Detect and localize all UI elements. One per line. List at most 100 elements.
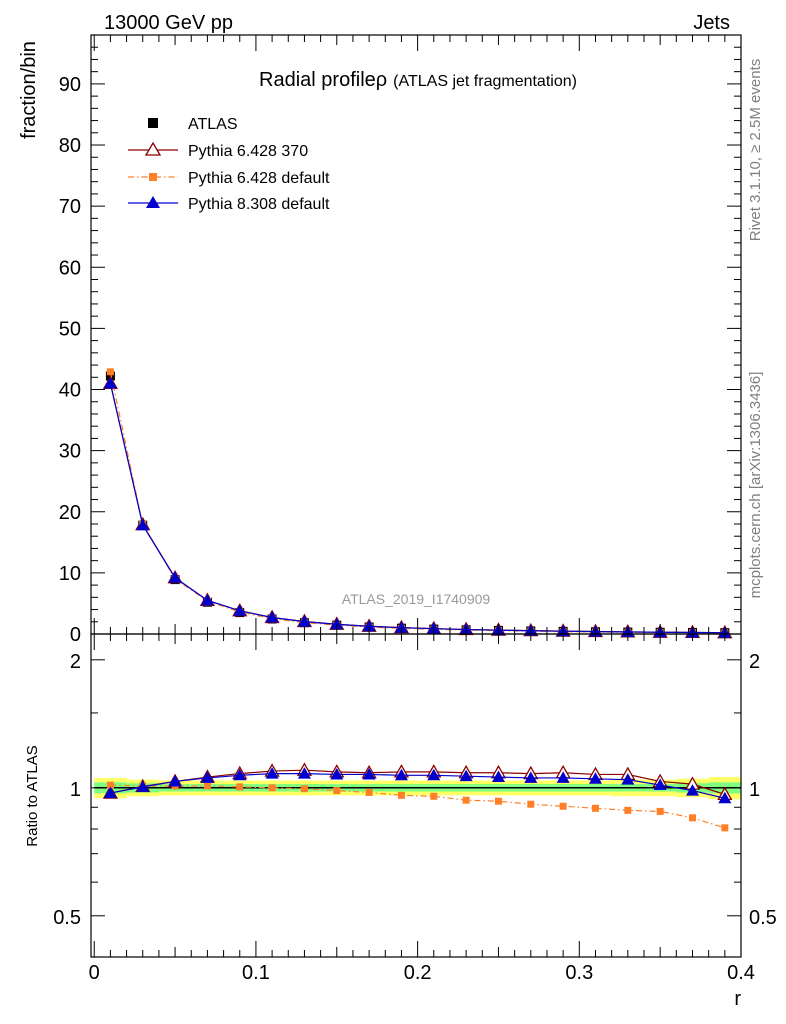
y-tick-label: 20 bbox=[59, 502, 81, 524]
ratio-point-p8 bbox=[168, 774, 182, 787]
series-point-p8 bbox=[394, 621, 408, 633]
y-tick-label: 60 bbox=[59, 257, 81, 279]
x-tick-label: 0.3 bbox=[565, 962, 593, 984]
ratio-point-p6-default bbox=[688, 814, 696, 822]
ratio-tick-label: 0.5 bbox=[53, 907, 81, 929]
ratio-tick-label: 2 bbox=[70, 651, 81, 673]
series-point-p8 bbox=[136, 518, 150, 531]
x-tick-label: 0 bbox=[89, 962, 100, 984]
ratio-point-p6-default bbox=[656, 807, 664, 815]
legend-label-atlas: ATLAS bbox=[188, 116, 238, 133]
ratio-point-p8 bbox=[362, 767, 376, 780]
legend-item-pythia8: Pythia 8.308 default bbox=[128, 196, 330, 213]
ratio-point-p8 bbox=[136, 780, 150, 792]
legend-label-pythia6-370: Pythia 6.428 370 bbox=[188, 143, 308, 160]
title-main: Radial profile bbox=[259, 69, 376, 91]
header-right: Jets bbox=[693, 12, 730, 34]
y-tick-label: 70 bbox=[59, 196, 81, 218]
y-tick-label: 10 bbox=[59, 563, 81, 585]
series-point-p6-default bbox=[106, 368, 114, 376]
ratio-point-p8 bbox=[297, 767, 311, 779]
ratio-tick-label-right: 1 bbox=[749, 779, 760, 801]
x-axis-ticks: 0 0.1 0.2 0.3 0.4 bbox=[89, 35, 755, 984]
ratio-point-p6-default bbox=[397, 791, 405, 799]
ratio-point-p6-default bbox=[591, 804, 599, 812]
ratio-point-p8 bbox=[718, 791, 732, 804]
legend-marker-pythia8 bbox=[146, 196, 160, 208]
legend-label-pythia8: Pythia 8.308 default bbox=[188, 196, 330, 213]
series-point-p8 bbox=[265, 610, 279, 623]
ratio-point-p8 bbox=[556, 771, 570, 783]
legend-item-atlas: ATLAS bbox=[148, 116, 238, 133]
series-point-p8 bbox=[168, 571, 182, 583]
legend-marker-atlas bbox=[148, 118, 158, 128]
ratio-point-p6-default bbox=[624, 806, 632, 814]
mcplots-label: mcplots.cern.ch [arXiv:1306.3436] bbox=[747, 372, 764, 599]
x-tick-label: 0.1 bbox=[242, 962, 270, 984]
series-point-p8 bbox=[103, 376, 117, 389]
ratio-point-p8 bbox=[265, 767, 279, 779]
y-tick-label: 50 bbox=[59, 318, 81, 340]
ratio-point-p6-default bbox=[527, 800, 535, 808]
ratio-line-p8 bbox=[110, 772, 725, 799]
ratio-point-p6-default bbox=[300, 785, 308, 793]
ratio-point-p8 bbox=[588, 772, 602, 784]
y-tick-label: 30 bbox=[59, 441, 81, 463]
ratio-point-p6-default bbox=[333, 787, 341, 795]
legend-label-pythia6-default: Pythia 6.428 default bbox=[188, 170, 330, 187]
ratio-tick-label-right: 2 bbox=[749, 651, 760, 673]
y-tick-label: 0 bbox=[70, 624, 81, 646]
series-point-p8 bbox=[200, 593, 214, 606]
ratio-point-p6-default bbox=[365, 788, 373, 796]
series-point-p8 bbox=[330, 617, 344, 630]
ratio-point-p8 bbox=[103, 786, 117, 799]
ratio-point-p6-default bbox=[494, 797, 502, 805]
series-point-p8 bbox=[297, 615, 311, 627]
legend-item-pythia6-default: Pythia 6.428 default bbox=[128, 170, 330, 187]
ratio-point-p8 bbox=[685, 784, 699, 796]
analysis-watermark: ATLAS_2019_I1740909 bbox=[342, 591, 491, 607]
ratio-tick-label: 1 bbox=[70, 779, 81, 801]
ratio-point-p8 bbox=[330, 767, 344, 780]
ratio-point-p6-default bbox=[462, 796, 470, 804]
ratio-point-p8 bbox=[653, 778, 667, 791]
x-tick-label: 0.2 bbox=[404, 962, 432, 984]
series-point-p8 bbox=[362, 619, 376, 632]
ratio-point-p6-default bbox=[721, 824, 729, 832]
ratio-point-p6-default bbox=[203, 782, 211, 790]
ratio-point-p8 bbox=[394, 768, 408, 781]
y-axis-label: fraction/bin bbox=[18, 41, 40, 139]
ratio-panel: 0.5 0.5 1 1 2 2 bbox=[53, 633, 777, 958]
legend-item-pythia6-370: Pythia 6.428 370 bbox=[128, 141, 308, 160]
ratio-axis-label: Ratio to ATLAS bbox=[24, 745, 41, 846]
rivet-label: Rivet 3.1.10, ≥ 2.5M events bbox=[747, 59, 764, 242]
ratio-point-p6-default bbox=[236, 783, 244, 791]
ratio-point-p8 bbox=[459, 769, 473, 782]
svg-text:Radial profileρ(ATLAS jet frag: Radial profileρ (ATLAS jet fragmentation) bbox=[259, 69, 577, 91]
ratio-point-p8 bbox=[491, 770, 505, 783]
plot-title: Radial profileρ (ATLAS jet fragmentation) bbox=[259, 69, 577, 91]
header-left: 13000 GeV pp bbox=[104, 12, 233, 34]
legend-marker-pythia6-default bbox=[149, 173, 157, 181]
ratio-point-p8 bbox=[427, 768, 441, 781]
ratio-tick-label-right: 0.5 bbox=[749, 907, 777, 929]
x-tick-label: 0.4 bbox=[727, 962, 755, 984]
ratio-point-p8 bbox=[524, 771, 538, 783]
y-tick-label: 90 bbox=[59, 74, 81, 96]
ratio-frame bbox=[90, 633, 742, 958]
x-axis-label: r bbox=[734, 988, 741, 1010]
y-tick-label: 40 bbox=[59, 380, 81, 402]
ratio-line-p6-370 bbox=[110, 769, 726, 795]
ratio-point-p6-default bbox=[106, 781, 114, 789]
title-symbol: ρ bbox=[376, 69, 387, 91]
legend-marker-pythia6-370 bbox=[144, 141, 162, 156]
legend: ATLAS Pythia 6.428 370 Pythia 6.428 defa… bbox=[128, 116, 330, 213]
ratio-point-p6-default bbox=[559, 802, 567, 810]
ratio-point-p8 bbox=[200, 771, 214, 783]
title-sub: (ATLAS jet fragmentation) bbox=[393, 73, 577, 90]
main-panel: 0 10 20 30 40 50 60 70 80 90 bbox=[59, 34, 742, 646]
series-point-p8 bbox=[233, 604, 247, 616]
ratio-point-p6-default bbox=[430, 792, 438, 800]
ratio-point-p8 bbox=[621, 773, 635, 785]
